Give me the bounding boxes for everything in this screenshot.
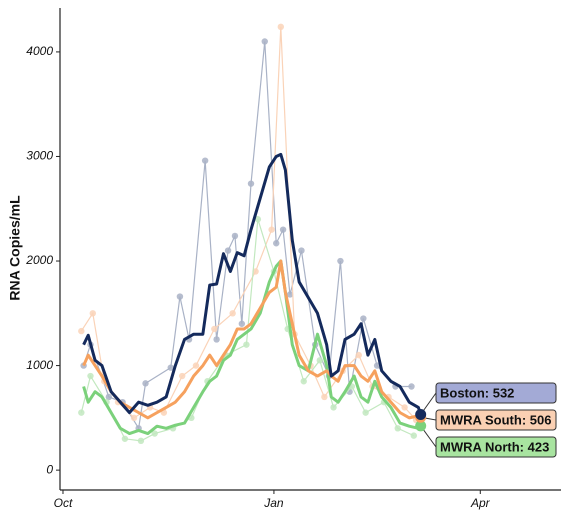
raw-point [316,357,323,364]
x-tick-label: Apr [470,496,491,510]
raw-point [130,414,138,422]
raw-point [321,393,328,401]
raw-point [121,435,129,442]
raw-point [286,291,294,298]
series-line [82,152,423,415]
raw-point [78,409,85,416]
raw-point [254,216,262,223]
raw-point [142,380,149,387]
raw-line [80,219,415,442]
end-label: MWRA North: 423 [440,439,549,454]
x-tick-label: Oct [54,496,73,510]
raw-point [360,315,367,322]
y-axis-label: RNA Copies/mL [7,195,23,301]
end-label-box [435,409,557,431]
raw-point [151,430,158,437]
raw-point [330,404,337,411]
raw-point [279,226,287,233]
y-tick-label: 1000 [26,358,53,372]
raw-point [252,268,259,275]
raw-point [167,364,174,371]
raw-point [355,351,362,359]
y-tick-label: 3000 [26,149,53,163]
raw-point [213,336,220,343]
end-label: MWRA South: 506 [440,412,551,427]
y-tick-label: 2000 [25,253,53,267]
raw-point [238,320,246,327]
raw-point [78,327,85,335]
end-point [415,409,427,421]
raw-point [298,247,305,254]
raw-line [83,41,412,431]
raw-point [337,257,344,265]
end-label: Boston: 532 [440,385,514,400]
raw-point [408,383,415,390]
raw-point [394,425,401,432]
x-tick-label: Jan [263,496,284,510]
raw-point [401,404,408,411]
raw-point [231,232,239,240]
end-point [415,420,427,432]
raw-point [224,247,232,254]
raw-point [192,362,200,369]
raw-point [89,310,96,317]
raw-point [273,240,280,247]
y-tick-label: 0 [46,462,53,476]
series-line [82,259,422,436]
end-label-box [435,382,557,404]
raw-point [229,310,236,317]
raw-point [300,378,307,385]
raw-point [261,38,268,45]
raw-point [277,23,285,31]
raw-point [201,157,209,164]
raw-point [176,293,184,300]
raw-point [410,432,417,439]
raw-point [362,409,369,416]
raw-point [211,325,218,333]
raw-point [87,372,94,380]
raw-point [179,372,186,380]
raw-point [105,393,113,401]
series-line [82,259,422,420]
end-label-box [435,436,557,458]
raw-point [137,437,145,445]
raw-point [247,180,255,187]
raw-point [268,226,275,233]
y-tick-label: 4000 [26,44,53,58]
raw-point [243,341,250,348]
